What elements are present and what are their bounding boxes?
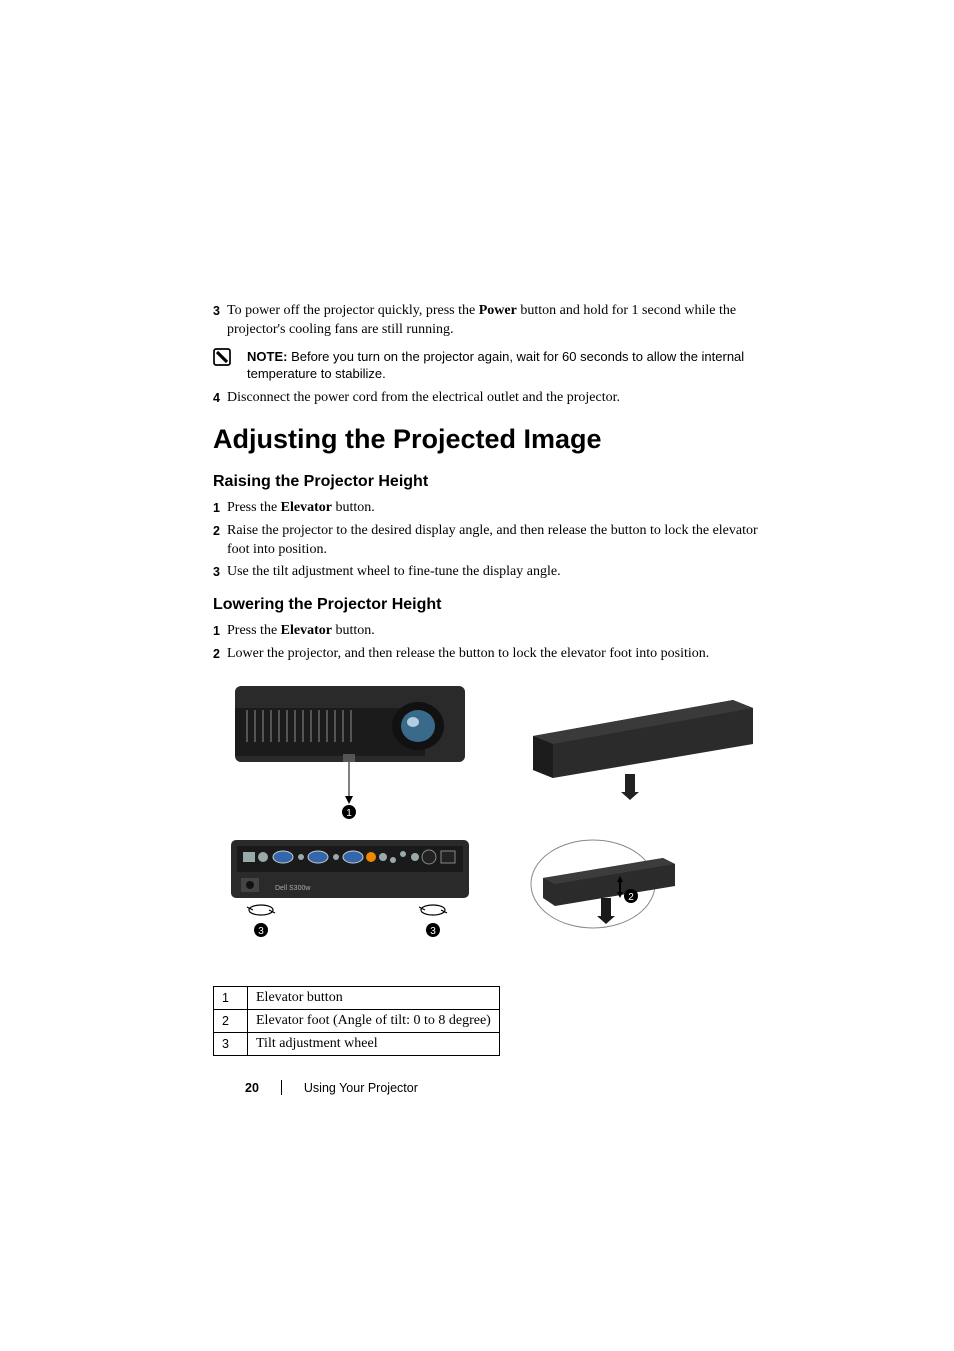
instruction-step: 2 Raise the projector to the desired dis… (213, 522, 777, 560)
step-number: 4 (213, 389, 227, 408)
text-before: Disconnect the power cord from the elect… (227, 390, 620, 405)
note-label: NOTE: (247, 349, 287, 364)
callout-2: 2 (628, 892, 634, 903)
part-number: 2 (214, 1010, 248, 1033)
page-footer: 20 Using Your Projector (245, 1080, 418, 1095)
instruction-step: 2 Lower the projector, and then release … (213, 645, 777, 664)
model-label: Dell S300w (275, 885, 311, 892)
table-row: 1 Elevator button (214, 987, 500, 1010)
step-number: 1 (213, 622, 227, 641)
note-icon (213, 348, 231, 366)
text-before: Use the tilt adjustment wheel to fine-tu… (227, 564, 561, 579)
part-number: 1 (214, 987, 248, 1010)
part-name: Tilt adjustment wheel (248, 1033, 500, 1056)
text-after: button. (332, 623, 375, 638)
step-text: Press the Elevator button. (227, 622, 777, 641)
step-text: Use the tilt adjustment wheel to fine-tu… (227, 563, 777, 582)
text-after: button. (332, 500, 375, 515)
text-before: Press the (227, 500, 281, 515)
parts-table: 1 Elevator button 2 Elevator foot (Angle… (213, 986, 500, 1056)
part-name: Elevator foot (Angle of tilt: 0 to 8 deg… (248, 1010, 500, 1033)
note-callout: NOTE: Before you turn on the projector a… (213, 348, 777, 383)
text-bold: Power (479, 303, 517, 318)
instruction-step: 1 Press the Elevator button. (213, 499, 777, 518)
page-number: 20 (245, 1081, 259, 1095)
table-row: 3 Tilt adjustment wheel (214, 1033, 500, 1056)
note-body: NOTE: Before you turn on the projector a… (247, 348, 777, 383)
text-before: Raise the projector to the desired displ… (227, 523, 758, 557)
text-before: Lower the projector, and then release th… (227, 646, 709, 661)
step-text: Press the Elevator button. (227, 499, 777, 518)
step-text: Disconnect the power cord from the elect… (227, 389, 777, 408)
footer-divider-icon (281, 1080, 282, 1095)
step-number: 2 (213, 522, 227, 560)
part-number: 3 (214, 1033, 248, 1056)
step-text: To power off the projector quickly, pres… (227, 302, 777, 340)
note-text: Before you turn on the projector again, … (247, 349, 744, 382)
callout-3a: 3 (258, 926, 264, 937)
text-before: To power off the projector quickly, pres… (227, 303, 479, 318)
table-row: 2 Elevator foot (Angle of tilt: 0 to 8 d… (214, 1010, 500, 1033)
step-number: 3 (213, 302, 227, 340)
instruction-step: 4 Disconnect the power cord from the ele… (213, 389, 777, 408)
projector-figure: 1 (213, 680, 773, 960)
text-before: Press the (227, 623, 281, 638)
section-heading: Lowering the Projector Height (213, 596, 777, 614)
instruction-step: 3 Use the tilt adjustment wheel to fine-… (213, 563, 777, 582)
footer-section: Using Your Projector (304, 1081, 418, 1095)
step-text: Lower the projector, and then release th… (227, 645, 777, 664)
callout-1: 1 (346, 808, 352, 819)
instruction-step: 3 To power off the projector quickly, pr… (213, 302, 777, 340)
step-number: 1 (213, 499, 227, 518)
callout-3b: 3 (430, 926, 436, 937)
page-heading: Adjusting the Projected Image (213, 424, 777, 455)
step-text: Raise the projector to the desired displ… (227, 522, 777, 560)
instruction-step: 1 Press the Elevator button. (213, 622, 777, 641)
text-bold: Elevator (281, 623, 332, 638)
step-number: 3 (213, 563, 227, 582)
part-name: Elevator button (248, 987, 500, 1010)
section-heading: Raising the Projector Height (213, 473, 777, 491)
step-number: 2 (213, 645, 227, 664)
text-bold: Elevator (281, 500, 332, 515)
